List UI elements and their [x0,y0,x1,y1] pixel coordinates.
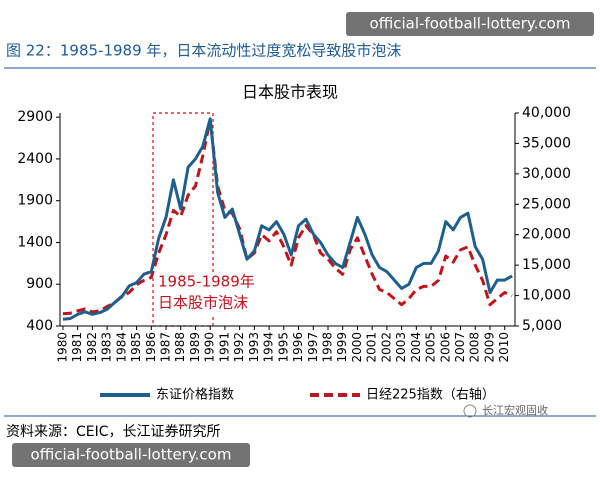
watermark: official-football-lottery.com [31,446,232,464]
annotation: 1985-1989年 [158,273,255,291]
y2-tick-label: 35,000 [522,135,571,151]
x-tick-label: 2000 [350,332,364,363]
y-tick-label: 2900 [17,109,53,125]
x-tick-label: 1996 [291,332,305,363]
y2-tick-label: 40,000 [522,105,571,121]
watermark-bg [12,443,250,467]
x-tick-label: 1983 [100,332,114,363]
legend-label: 日经225指数（右轴） [366,388,495,403]
brand: 长江宏观固收 [482,403,548,417]
x-tick-label: 2005 [424,332,438,363]
x-tick-label: 1990 [203,332,217,363]
x-tick-label: 1984 [114,332,128,363]
x-tick-label: 1981 [70,332,84,363]
x-tick-label: 1986 [144,332,158,363]
x-tick-label: 1992 [232,332,246,363]
x-tick-label: 1998 [320,332,334,363]
x-tick-label: 2006 [438,332,452,363]
y-tick-label: 400 [26,318,53,334]
x-tick-label: 2010 [497,332,511,363]
y2-tick-label: 20,000 [522,227,571,243]
y-tick-label: 900 [26,276,53,292]
x-tick-label: 1982 [85,332,99,363]
series-line [62,118,513,316]
chart-title: 日本股市表现 [242,83,338,102]
x-tick-label: 2002 [379,332,393,363]
page-title: 图 22：1985-1989 年，日本流动性过度宽松导致股市泡沫 [6,42,401,60]
x-tick-label: 1995 [276,332,290,363]
annotation: 日本股市泡沫 [158,294,248,312]
x-tick-label: 1988 [173,332,187,363]
source: 资料来源：CEIC，长江证券研究所 [6,424,221,440]
brand-icon [463,404,477,418]
x-tick-label: 1985 [129,332,143,363]
x-tick-label: 1987 [159,332,173,363]
series-line [62,117,513,321]
x-tick-label: 2007 [453,332,467,363]
x-tick-label: 1997 [306,332,320,363]
x-tick-label: 2001 [365,332,379,363]
watermark: official-football-lottery.com [370,15,571,33]
y-tick-label: 1400 [17,234,53,250]
y2-tick-label: 15,000 [522,257,571,273]
y2-tick-label: 25,000 [522,196,571,212]
x-tick-label: 2009 [482,332,496,363]
x-tick-label: 2008 [468,332,482,363]
x-tick-label: 1991 [217,332,231,363]
x-tick-label: 2004 [409,332,423,363]
x-tick-label: 1999 [335,332,349,363]
legend-label: 东证价格指数 [156,387,234,403]
x-tick-label: 1989 [188,332,202,363]
x-tick-label: 1994 [262,332,276,363]
x-tick-label: 2003 [394,332,408,363]
watermark-bg [346,12,594,36]
y-tick-label: 2400 [17,151,53,167]
y2-tick-label: 30,000 [522,166,571,182]
y-tick-label: 1900 [17,193,53,209]
x-tick-label: 1980 [55,332,69,363]
y2-tick-label: 5,000 [522,318,562,334]
annotation-bg [156,272,268,314]
x-tick-label: 1993 [247,332,261,363]
y2-tick-label: 10,000 [522,288,571,304]
